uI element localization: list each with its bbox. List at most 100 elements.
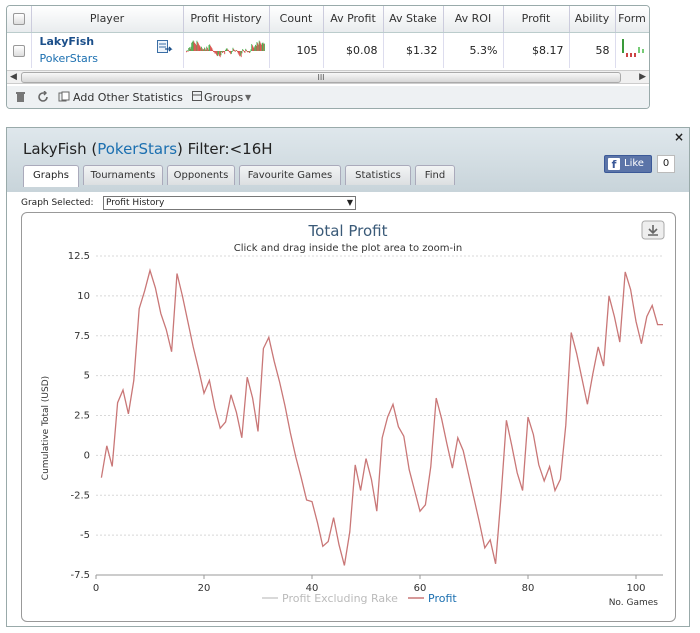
profit-history-cell [183,32,270,68]
sparkline-bar [246,49,247,51]
col-profit-history[interactable]: Profit History [183,6,270,33]
sparkline-bar [249,50,250,53]
total-profit-chart[interactable]: Total Profit Click and drag inside the p… [22,213,675,621]
av-roi-value: 5.3% [443,32,504,68]
add-statistics-icon[interactable] [58,91,70,106]
groups-chevron-down-icon[interactable]: ▼ [245,93,252,102]
facebook-icon: f [608,158,620,171]
col-count[interactable]: Count [269,6,324,33]
ability-value: 58 [569,32,616,68]
sparkline-bar [225,48,227,51]
col-ability[interactable]: Ability [569,6,616,33]
player-site-link[interactable]: PokerStars [39,52,99,66]
select-all-checkbox[interactable] [12,13,25,26]
sparkline-bar [261,44,262,51]
sparkline-bar [196,40,198,51]
tab-opponents[interactable]: Opponents [167,165,235,185]
download-chart-button[interactable] [641,220,665,240]
tab-favourite-games[interactable]: Favourite Games [239,165,341,185]
sparkline-bar [255,44,256,51]
sparkline-bar [210,46,212,51]
sparkline-bar [243,49,244,51]
x-tick-label: 0 [93,583,99,594]
sparkline-bar [223,50,225,53]
x-tick-label: 40 [306,583,319,594]
window-title: LakyFish (PokerStars) Filter:<16H [23,140,273,158]
col-av-stake[interactable]: Av Stake [383,6,444,33]
sparkline-bar [204,47,205,51]
col-form[interactable]: Form [615,6,649,33]
sparkline-bar [192,40,194,51]
dropdown-arrow-icon[interactable]: ▼ [346,198,353,207]
sparkline-bar [255,45,257,51]
export-icon[interactable] [157,40,173,53]
sparkline-bar [232,47,234,51]
series-line-profit[interactable] [100,268,663,566]
sparkline-bar [252,44,253,51]
sparkline-bar [240,50,241,56]
sparkline-bar [245,48,247,51]
close-icon[interactable]: × [673,130,684,144]
legend-item[interactable]: Profit [428,592,457,605]
x-tick-label: 80 [522,583,535,594]
player-name-link[interactable]: LakyFish [39,35,95,49]
sparkline-bar [248,50,250,52]
tab-find[interactable]: Find [415,165,455,185]
horizontal-scrollbar[interactable]: ◀ III ▶ [7,70,649,84]
sparkline-bar [205,49,207,51]
sparkline-bar [217,50,219,56]
sparkline-bar [198,43,199,51]
sparkline-bar [244,50,246,53]
av-profit-value: $0.08 [323,32,384,68]
sparkline-bar [263,43,265,51]
profit-sparkline[interactable] [184,34,268,64]
scroll-left-icon[interactable]: ◀ [10,72,17,82]
refresh-icon[interactable] [37,90,49,106]
scroll-right-icon[interactable]: ▶ [639,72,646,82]
sparkline-bar [261,42,263,51]
select-all-cell [7,6,32,33]
sparkline-bar [211,47,213,51]
graph-select[interactable]: Profit History ▼ [103,196,356,210]
title-player: LakyFish [23,140,87,158]
like-label: Like [624,158,644,169]
sparkline-bar [219,50,221,57]
sparkline-bar [201,46,202,51]
col-av-roi[interactable]: Av ROI [443,6,504,33]
legend-item[interactable]: Profit Excluding Rake [282,592,398,605]
sparkline-bar [186,50,187,53]
groups-button[interactable]: Groups [204,91,244,104]
title-filter: ) Filter:<16H [177,140,273,158]
title-site-link[interactable]: PokerStars [97,140,178,158]
sparkline-bar [198,44,200,51]
trash-icon[interactable] [15,91,26,106]
stats-panel: Player Profit History Count Av Profit Av… [6,5,650,109]
sparkline-bar [200,47,202,51]
row-checkbox[interactable] [12,44,25,57]
sparkline-bar [188,47,190,51]
sparkline-bar [234,49,235,51]
sparkline-bar [237,50,239,54]
sparkline-bar [246,50,248,52]
sparkline-bar [258,44,259,51]
col-av-profit[interactable]: Av Profit [323,6,384,33]
scroll-thumb[interactable]: III [21,72,621,83]
sparkline-bar [234,50,236,52]
sparkline-bar [239,50,241,56]
col-player[interactable]: Player [31,6,184,33]
tab-tournaments[interactable]: Tournaments [83,165,163,185]
stats-table: Player Profit History Count Av Profit Av… [7,6,649,68]
col-profit[interactable]: Profit [503,6,570,33]
sparkline-bar [228,50,230,52]
groups-icon[interactable] [192,91,202,104]
sparkline-bar [195,43,196,51]
facebook-like-button[interactable]: f Like [604,155,652,173]
tab-statistics[interactable]: Statistics [345,165,411,185]
form-chart [621,38,644,57]
sparkline-bar [236,49,238,51]
y-axis-label: Cumulative Total (USD) [41,376,51,480]
sparkline-bar [214,50,216,54]
tab-graphs[interactable]: Graphs [23,165,79,187]
add-other-statistics-button[interactable]: Add Other Statistics [73,91,183,104]
sparkline-bar [220,50,222,56]
